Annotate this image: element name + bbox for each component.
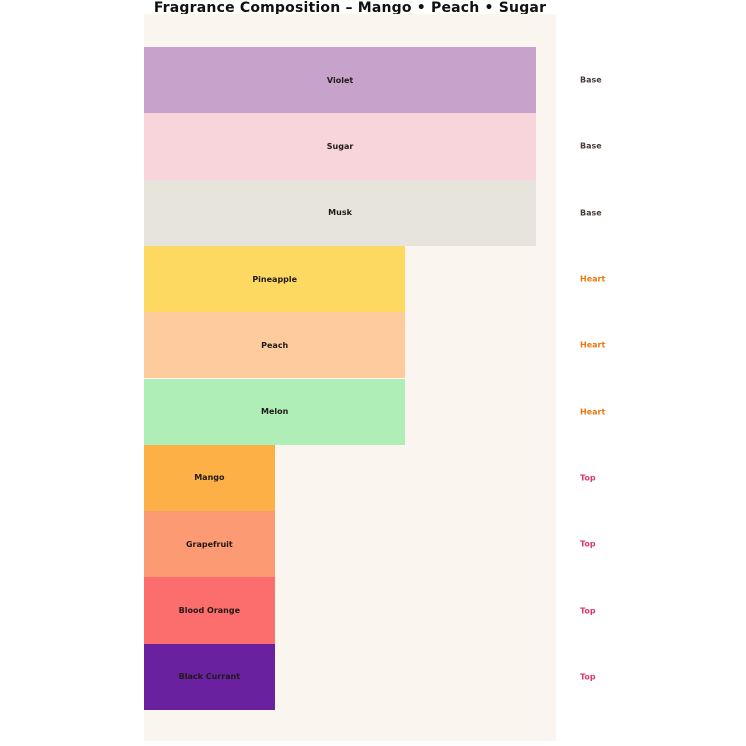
chart-title: Fragrance Composition – Mango • Peach • …	[153, 0, 547, 16]
bar-label: Melon	[261, 407, 289, 417]
bar-musk: Musk	[144, 179, 537, 246]
group-label-base: Base	[580, 75, 602, 85]
bar-sugar: Sugar	[144, 113, 537, 180]
group-label-heart: Heart	[580, 274, 606, 284]
group-label-top: Top	[580, 473, 596, 483]
bar-pineapple: Pineapple	[144, 245, 406, 313]
group-label-top: Top	[580, 539, 596, 549]
bar-label: Musk	[328, 208, 352, 218]
bar-melon: Melon	[144, 378, 406, 445]
group-label-base: Base	[580, 208, 602, 218]
bar-black-currant: Black Currant	[144, 643, 275, 710]
bar-label: Pineapple	[252, 274, 298, 284]
bar-grapefruit: Grapefruit	[144, 511, 275, 578]
group-label-base: Base	[580, 141, 602, 151]
group-label-top: Top	[580, 672, 596, 682]
bar-label: Mango	[194, 473, 225, 483]
plot-area: Violet Sugar Musk Pineapple Peach Melon Mango G…	[144, 14, 556, 741]
bar-label: Grapefruit	[185, 539, 233, 549]
bar-label: Violet	[326, 75, 354, 85]
bar-label: Blood Orange	[178, 606, 241, 616]
bar-violet: Violet	[144, 47, 537, 114]
group-label-heart: Heart	[580, 340, 606, 350]
group-label-heart: Heart	[580, 407, 606, 417]
bar-peach: Peach	[144, 312, 406, 379]
group-label-top: Top	[580, 606, 596, 616]
bar-label: Sugar	[326, 141, 354, 151]
bar-mango: Mango	[144, 444, 275, 512]
bar-blood-orange: Blood Orange	[144, 577, 275, 644]
bar-label: Peach	[261, 340, 289, 350]
bar-label: Black Currant	[178, 672, 241, 682]
